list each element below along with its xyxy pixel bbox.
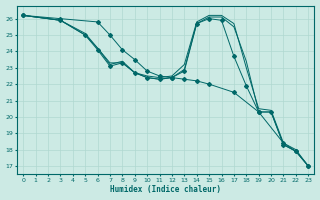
X-axis label: Humidex (Indice chaleur): Humidex (Indice chaleur) xyxy=(110,185,221,194)
